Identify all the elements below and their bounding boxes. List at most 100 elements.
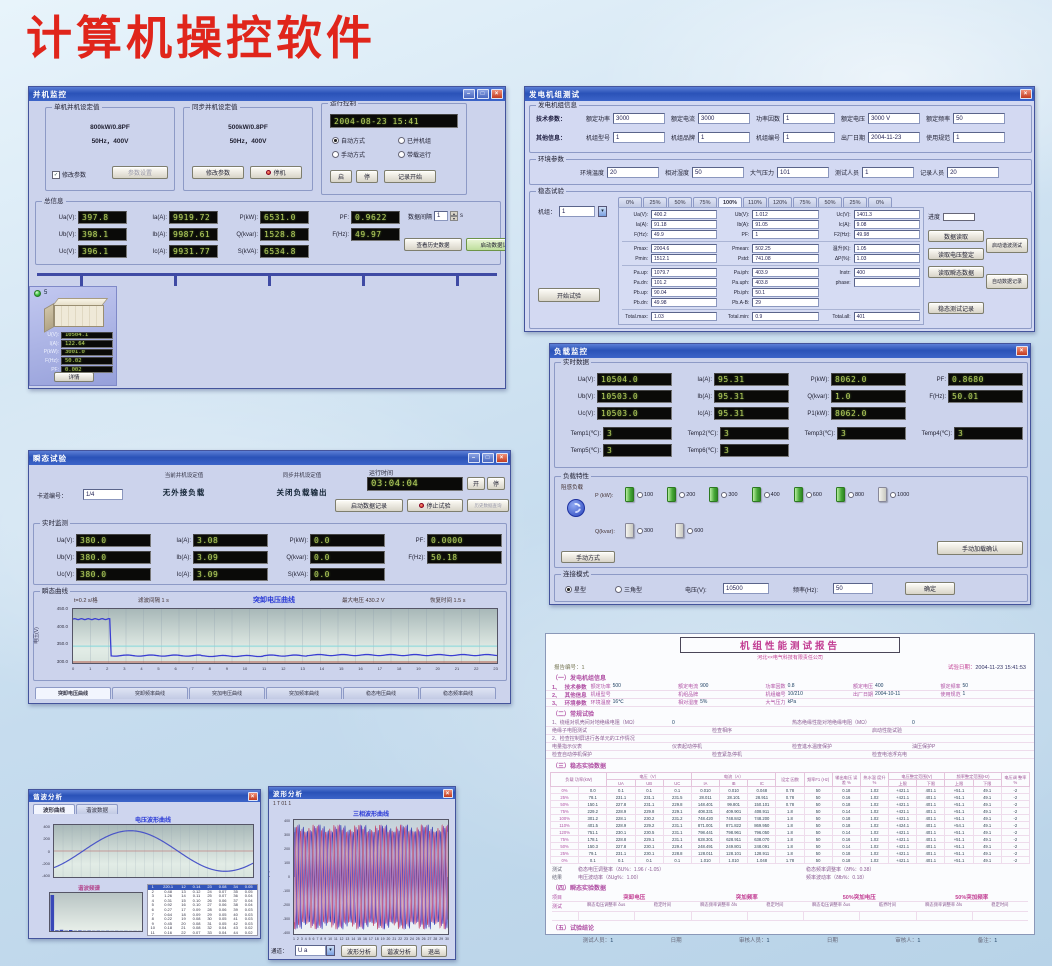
switch-lever-icon[interactable] <box>625 487 634 502</box>
title-bar[interactable]: 谐波分析 × <box>29 790 260 802</box>
read-data-button[interactable]: 数据读取 <box>928 230 984 242</box>
title-bar[interactable]: 负载监控 × <box>550 344 1030 358</box>
unit-detail-button[interactable]: 详情 <box>54 372 94 382</box>
text-input[interactable]: 1.05 <box>853 244 920 253</box>
minimize-icon[interactable]: – <box>468 453 480 463</box>
text-input[interactable]: 1 <box>783 132 836 143</box>
title-bar[interactable]: 发电机组测试 × <box>525 87 1034 101</box>
view-tab[interactable]: 波形曲线 <box>33 804 75 814</box>
read-transient-data-button[interactable]: 读取瞬态数据 <box>928 266 984 278</box>
text-input[interactable]: 20 <box>947 167 1000 178</box>
curve-tab[interactable]: 突卸频率曲线 <box>112 687 188 699</box>
start-button[interactable]: 启 <box>330 170 352 183</box>
switch-label[interactable]: 1000 <box>890 492 909 498</box>
close-icon[interactable]: × <box>248 791 258 801</box>
switch-lever-icon[interactable] <box>793 487 803 502</box>
switch-lever-icon[interactable] <box>625 523 634 538</box>
modify-params-button[interactable]: 修改参数 <box>192 166 244 179</box>
delta-radio[interactable]: 三角型 <box>615 585 642 594</box>
combo-arrow-icon[interactable]: ▾ <box>598 206 608 217</box>
start-test-button[interactable]: 开始试验 <box>538 288 600 302</box>
stop-button[interactable]: 停 <box>356 170 378 183</box>
text-input[interactable]: 403.8 <box>752 278 819 287</box>
view-tab[interactable]: 谐波数据 <box>76 804 118 814</box>
harmonic-test-button[interactable]: 启动谐波测试 <box>986 238 1028 253</box>
text-input[interactable]: 91.18 <box>651 220 718 229</box>
close-icon[interactable]: × <box>491 89 503 99</box>
text-input[interactable]: 1401.3 <box>853 210 920 219</box>
auto-record-button[interactable]: 自动数据记录 <box>986 274 1028 289</box>
load-switch[interactable]: 600 <box>675 523 703 538</box>
text-input[interactable]: 2004.6 <box>651 244 718 253</box>
waveform-button[interactable]: 波形分析 <box>341 945 377 957</box>
curve-tab[interactable]: 稳态频率曲线 <box>420 687 496 699</box>
load-switch[interactable]: 100 <box>625 487 653 502</box>
loaded-run-radio[interactable]: 带载运行 <box>398 150 431 159</box>
text-input[interactable]: 101.2 <box>651 278 718 287</box>
text-input[interactable]: 1 <box>862 167 915 178</box>
text-input[interactable]: 1.03 <box>651 312 718 321</box>
text-input[interactable]: 91.05 <box>752 220 819 229</box>
channel-input[interactable]: 1/4 <box>83 489 123 500</box>
load-switch[interactable]: 200 <box>667 487 695 502</box>
switch-label[interactable]: 200 <box>679 492 695 498</box>
switch-label[interactable]: 600 <box>687 528 703 534</box>
switch-label[interactable]: 600 <box>806 492 822 498</box>
switch-label[interactable]: 800 <box>848 492 864 498</box>
text-input[interactable]: 1.03 <box>853 254 920 263</box>
text-input[interactable]: 1 <box>953 132 1006 143</box>
stop-machine-button[interactable]: 停机 <box>250 166 302 179</box>
load-tab[interactable]: 0% <box>868 197 892 207</box>
title-bar[interactable]: 波形分析 × <box>269 787 455 799</box>
confirm-button[interactable]: 确定 <box>905 582 955 595</box>
load-tab[interactable]: 100% <box>718 197 742 207</box>
minimize-icon[interactable]: – <box>463 89 475 99</box>
load-switch[interactable]: 1000 <box>878 487 909 502</box>
text-input[interactable]: 1 <box>698 132 751 143</box>
manual-mode-radio[interactable]: 手动方式 <box>332 150 365 159</box>
record-start-button[interactable]: 记录开始 <box>384 170 436 183</box>
text-input[interactable]: 400.2 <box>651 210 718 219</box>
text-input[interactable]: 101 <box>777 167 830 178</box>
switch-label[interactable]: 300 <box>637 528 653 534</box>
data-interval-spinner[interactable]: 数据间隔 1 ▲ ▼ s <box>408 211 464 221</box>
text-input[interactable]: 29 <box>752 298 819 307</box>
manual-load-confirm-button[interactable]: 手动加载确认 <box>937 541 1023 555</box>
exit-button[interactable]: 退出 <box>421 945 447 957</box>
harmonic-button[interactable]: 谐波分析 <box>381 945 417 957</box>
spinner-arrows-icon[interactable]: ▲ ▼ <box>450 211 459 221</box>
read-voltage-setting-button[interactable]: 读取电压整定 <box>928 248 984 260</box>
load-tab[interactable]: 75% <box>793 197 817 207</box>
curve-tab[interactable]: 稳态电压曲线 <box>343 687 419 699</box>
text-input[interactable]: 3000 V <box>868 113 921 124</box>
text-input[interactable]: 1.012 <box>752 210 819 219</box>
curve-tab[interactable]: 突卸电压曲线 <box>35 687 111 699</box>
open-button[interactable]: 开 <box>467 477 485 490</box>
switch-label[interactable]: 300 <box>721 492 737 498</box>
text-input[interactable]: 50 <box>953 113 1006 124</box>
text-input[interactable]: 90.04 <box>651 288 718 297</box>
switch-label[interactable]: 100 <box>637 492 653 498</box>
text-input[interactable]: 0.9 <box>752 312 819 321</box>
text-input[interactable]: 50.1 <box>752 288 819 297</box>
load-tab[interactable]: 75% <box>693 197 717 207</box>
text-input[interactable]: 403.9 <box>752 268 819 277</box>
combo-arrow-icon[interactable]: ▾ <box>326 945 335 956</box>
voltage-input[interactable]: 10500 <box>723 583 769 594</box>
load-tab[interactable]: 50% <box>818 197 842 207</box>
text-input[interactable]: 1512.1 <box>651 254 718 263</box>
history-data-button[interactable]: 查看历史数据 <box>404 238 462 251</box>
load-switch[interactable]: 800 <box>835 487 864 502</box>
text-input[interactable]: 9.08 <box>853 220 920 229</box>
close-icon[interactable]: × <box>443 788 453 798</box>
switch-lever-icon[interactable] <box>835 487 845 502</box>
halt-button[interactable]: 停 <box>487 477 505 490</box>
combo-value[interactable]: 1 <box>559 206 596 217</box>
switch-lever-icon[interactable] <box>675 523 685 538</box>
load-switch[interactable]: 600 <box>793 487 822 502</box>
history-query-button[interactable]: 历史数据查询 <box>467 499 509 512</box>
text-input[interactable]: 400 <box>853 268 920 277</box>
text-input[interactable]: 20 <box>607 167 660 178</box>
switch-lever-icon[interactable] <box>751 487 761 502</box>
switch-lever-icon[interactable] <box>667 487 677 502</box>
